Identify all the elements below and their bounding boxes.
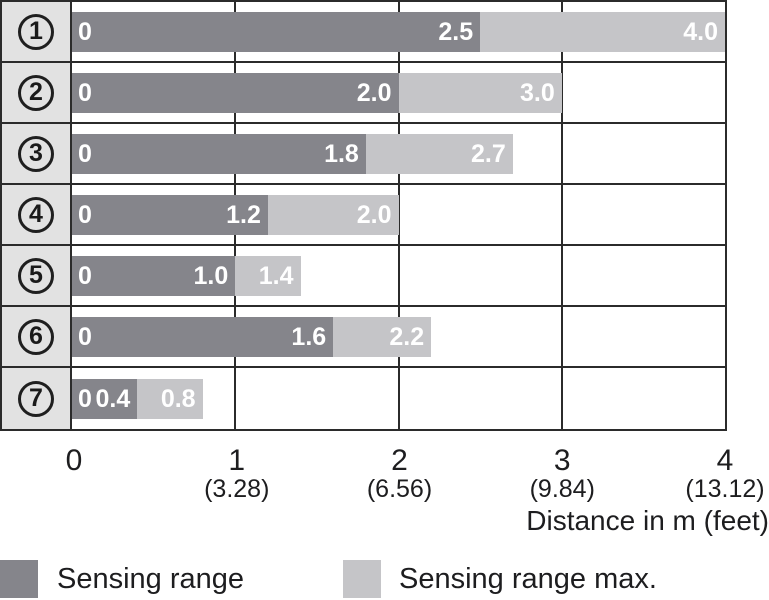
x-tick-m: 3 [553,444,571,477]
circled-number: 3 [18,135,54,172]
bar-zero-label: 0 [78,200,92,229]
circled-number: 1 [18,13,54,50]
circled-number: 7 [18,380,54,417]
bar-zero-label: 0 [78,261,92,290]
gridline [560,124,563,183]
circled-number: 2 [18,74,54,111]
circled-number: 4 [18,196,54,233]
row-label-cell: 2 [2,63,72,124]
sensing-range-value: 2.0 [356,78,392,107]
bar-zero-label: 0 [78,384,92,413]
sensing-range-bar: 0 1.2 [72,194,268,235]
sensing-range-max-value: 1.4 [258,261,294,290]
row-plot-cell: 2.0 0 1.2 [72,185,725,246]
sensing-range-value: 1.2 [226,200,261,229]
row-plot-cell: 1.4 0 1.0 [72,246,725,307]
chart-grid: 1 4.0 0 2.5 2 3.0 0 2.0 3 2.7 0 1.8 4 2.0 0 1.2 5 1.4 0 1.0… [0,0,727,431]
x-tick-feet: (13.12) [685,475,765,503]
gridline [560,307,563,366]
sensing-range-bar: 0 1.0 [72,255,236,296]
legend-swatch-sensing-range-max [343,560,381,598]
row-label-cell: 7 [2,368,72,429]
sensing-range-bar: 0 1.6 [72,316,334,357]
legend-swatch-sensing-range [0,560,38,598]
sensing-range-bar: 0 2.5 [72,11,481,52]
gridline [397,368,400,429]
gridline [560,185,563,244]
bar-zero-label: 0 [78,322,92,351]
gridline [560,63,563,122]
row-label-cell: 6 [2,307,72,368]
sensing-range-value: 0.4 [95,384,131,413]
gridline [397,185,400,244]
x-tick-feet: (3.28) [204,475,270,503]
row-plot-cell: 4.0 0 2.5 [72,2,725,63]
sensing-range-max-value: 3.0 [519,78,555,107]
row-label-cell: 1 [2,2,72,63]
bar-zero-label: 0 [78,17,92,46]
circled-number: 6 [18,318,54,355]
sensing-range-value: 1.6 [291,322,327,351]
legend-label: Sensing range [57,563,245,595]
legend-label: Sensing range max. [399,563,657,595]
row-label-cell: 4 [2,185,72,246]
sensing-range-max-value: 2.2 [389,322,425,351]
sensing-range-bar: 0 0.4 [72,378,138,419]
sensing-range-max-value: 2.7 [471,139,506,168]
x-axis-title: Distance in m (feet) [526,505,769,536]
sensing-range-value: 1.0 [193,261,229,290]
row-plot-cell: 2.7 0 1.8 [72,124,725,185]
sensing-range-value: 1.8 [324,139,359,168]
gridline [397,246,400,305]
x-tick-m: 4 [716,444,734,477]
x-tick-m: 0 [65,444,83,477]
row-plot-cell: 2.2 0 1.6 [72,307,725,368]
bar-zero-label: 0 [78,139,92,168]
sensing-range-value: 2.5 [438,17,474,46]
sensing-range-bar: 0 1.8 [72,133,366,174]
gridline [560,368,563,429]
x-tick-m: 2 [391,444,408,477]
sensing-range-bar: 0 2.0 [72,72,399,113]
gridline [234,368,237,429]
x-tick-feet: (9.84) [529,475,595,503]
row-label-cell: 3 [2,124,72,185]
x-tick-m: 1 [228,444,246,477]
bar-zero-label: 0 [78,78,92,107]
sensing-range-max-value: 0.8 [160,384,196,413]
x-tick-feet: (6.56) [366,475,433,503]
row-plot-cell: 0.8 0 0.4 [72,368,725,429]
gridline [560,246,563,305]
circled-number: 5 [18,257,54,294]
row-plot-cell: 3.0 0 2.0 [72,63,725,124]
sensing-range-max-value: 2.0 [356,200,392,229]
sensing-range-max-value: 4.0 [683,17,718,46]
row-label-cell: 5 [2,246,72,307]
